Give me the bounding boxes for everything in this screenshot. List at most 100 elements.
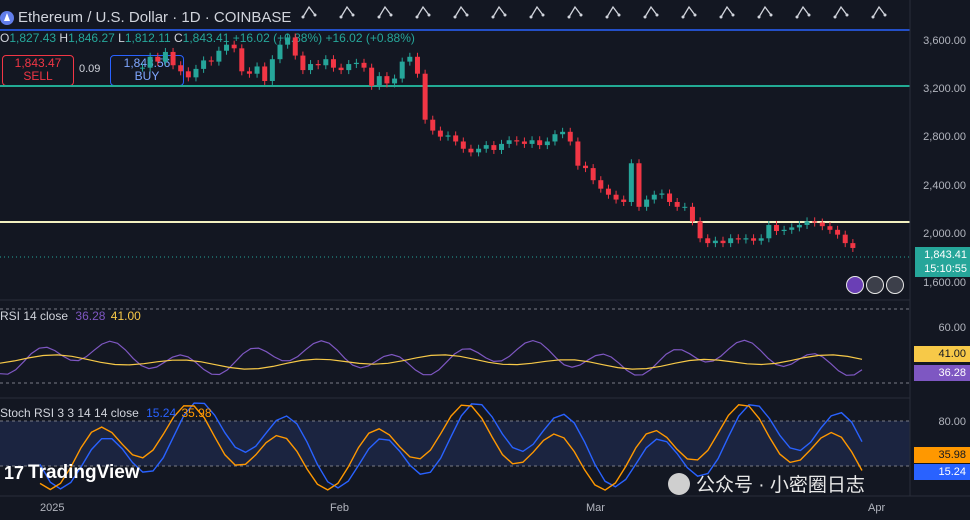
candle bbox=[338, 67, 344, 71]
candle bbox=[483, 145, 489, 149]
pin-icon[interactable] bbox=[822, 1, 860, 23]
candle bbox=[506, 140, 512, 144]
rsi-ma-line bbox=[0, 354, 863, 370]
stoch-d-line bbox=[39, 404, 863, 491]
fib-lines-icon[interactable] bbox=[328, 1, 366, 23]
candle bbox=[552, 134, 558, 142]
candle bbox=[285, 37, 291, 45]
comment-icon[interactable] bbox=[860, 1, 898, 23]
high-label: H bbox=[59, 31, 69, 45]
candle bbox=[162, 51, 168, 62]
candle bbox=[346, 64, 352, 71]
candle bbox=[224, 44, 230, 51]
low-value: 1,812.11 bbox=[124, 31, 171, 45]
candle bbox=[445, 135, 451, 137]
candle bbox=[246, 71, 252, 74]
stoch-legend[interactable]: Stoch RSI 3 3 14 14 close 15.24 35.98 bbox=[0, 406, 212, 420]
candle bbox=[728, 238, 734, 244]
candle bbox=[201, 60, 207, 69]
arrow-up-icon[interactable] bbox=[404, 1, 442, 23]
current-price-tag: 1,843.41 15:10:55 bbox=[915, 247, 970, 277]
candle bbox=[644, 199, 650, 207]
candle bbox=[850, 243, 856, 248]
candle bbox=[239, 48, 245, 72]
candle bbox=[575, 141, 581, 166]
current-price-value: 1,843.41 bbox=[924, 249, 967, 261]
candle bbox=[651, 194, 657, 200]
pointer-to-nodes-icon[interactable] bbox=[290, 1, 328, 23]
candle bbox=[804, 221, 810, 225]
circle-dot-icon[interactable] bbox=[594, 1, 632, 23]
candle bbox=[269, 59, 275, 81]
candle bbox=[155, 56, 161, 62]
candle bbox=[682, 206, 688, 208]
candle bbox=[835, 229, 841, 235]
candle bbox=[399, 61, 405, 79]
trendline-icon[interactable] bbox=[480, 1, 518, 23]
rsi-ma-tag: 41.00 bbox=[914, 346, 970, 362]
price-axis-label: 2,000.00 bbox=[923, 228, 966, 240]
candle bbox=[208, 60, 214, 62]
pitchfork-icon[interactable] bbox=[556, 1, 594, 23]
price-line-icon[interactable] bbox=[708, 1, 746, 23]
candle bbox=[216, 50, 222, 62]
rsi-tag: 36.28 bbox=[914, 365, 970, 381]
candle bbox=[544, 141, 550, 146]
candle bbox=[308, 64, 314, 71]
fib-channel-icon[interactable] bbox=[442, 1, 480, 23]
candle bbox=[720, 240, 726, 244]
stoch-k-tag: 15.24 bbox=[914, 464, 970, 480]
time-label-2025: 2025 bbox=[40, 502, 65, 514]
price-axis-label: 3,600.00 bbox=[923, 35, 966, 47]
candle bbox=[430, 119, 436, 131]
sell-price: 1,843.47 bbox=[14, 56, 62, 70]
node-path-icon[interactable] bbox=[784, 1, 822, 23]
time-label-mar: Mar bbox=[586, 502, 605, 514]
candle bbox=[460, 141, 466, 149]
symbol-title[interactable]: Ethereum / U.S. Dollar · 1D · COINBASE bbox=[0, 9, 291, 26]
low-label: L bbox=[118, 31, 125, 45]
open-value: 1,827.43 bbox=[9, 31, 57, 45]
rsi-title: RSI 14 close bbox=[0, 309, 69, 323]
candle bbox=[667, 193, 673, 202]
candle bbox=[407, 56, 413, 62]
ohlc-legend: O1,827.43 H1,846.27 L1,812.11 C1,843.41 … bbox=[0, 31, 415, 45]
events-markers[interactable] bbox=[846, 276, 904, 294]
candle bbox=[537, 140, 543, 146]
rsi-line bbox=[0, 339, 863, 376]
candle bbox=[521, 141, 527, 144]
time-label-feb: Feb bbox=[330, 502, 349, 514]
candle bbox=[315, 64, 321, 66]
candle bbox=[361, 62, 367, 68]
lightning-icon[interactable] bbox=[846, 276, 864, 294]
tradingview-logo[interactable]: 17 TradingView bbox=[4, 462, 140, 484]
spread-value: 0.09 bbox=[79, 63, 101, 75]
candle bbox=[476, 148, 482, 153]
high-value: 1,846.27 bbox=[68, 31, 115, 45]
us-flag-icon[interactable] bbox=[886, 276, 904, 294]
candle-icon[interactable] bbox=[518, 1, 556, 23]
candlestick-series bbox=[140, 33, 856, 252]
path-icon[interactable] bbox=[366, 1, 404, 23]
candle bbox=[674, 201, 680, 207]
wechat-icon bbox=[668, 472, 690, 495]
stoch-d-tag: 35.98 bbox=[914, 447, 970, 463]
candle bbox=[491, 145, 497, 150]
candle bbox=[376, 76, 382, 86]
trend-angle-icon[interactable] bbox=[746, 1, 784, 23]
sell-button[interactable]: 1,843.47 SELL bbox=[2, 55, 74, 86]
rsi-legend[interactable]: RSI 14 close 36.28 41.00 bbox=[0, 309, 141, 323]
parallel-lines-icon[interactable] bbox=[632, 1, 670, 23]
rsi-axis-label: 60.00 bbox=[938, 322, 966, 334]
drawing-toolbar bbox=[290, 0, 970, 24]
candle bbox=[437, 130, 443, 137]
us-flag-icon[interactable] bbox=[866, 276, 884, 294]
close-value: 1,843.41 bbox=[182, 31, 230, 45]
rsi-ma-value: 41.00 bbox=[110, 309, 141, 323]
candle bbox=[300, 55, 306, 71]
change-value-2: +16.02 (+0.88%) bbox=[325, 31, 415, 45]
candle bbox=[583, 165, 589, 169]
rsi-value: 36.28 bbox=[75, 309, 106, 323]
pen-arrow-icon[interactable] bbox=[670, 1, 708, 23]
